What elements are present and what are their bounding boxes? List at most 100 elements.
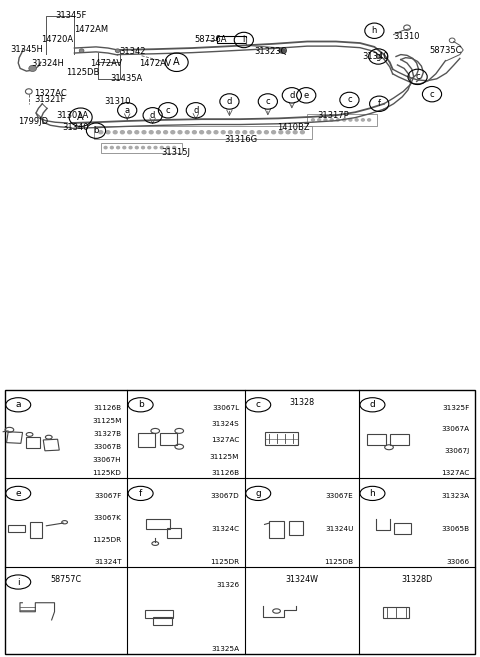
Text: 31125M: 31125M (92, 418, 121, 424)
Bar (264, 432, 298, 445)
Bar (26, 437, 40, 448)
Text: 33065B: 33065B (441, 526, 469, 532)
Text: 31316G: 31316G (225, 135, 258, 144)
Circle shape (120, 131, 124, 134)
Circle shape (104, 147, 107, 148)
Text: 33067E: 33067E (325, 493, 353, 499)
Circle shape (257, 131, 261, 134)
Text: 1327AC: 1327AC (211, 438, 239, 443)
Text: 33066: 33066 (446, 558, 469, 564)
Text: d: d (289, 91, 295, 100)
Circle shape (113, 131, 117, 134)
Text: a: a (15, 400, 21, 409)
Circle shape (171, 131, 175, 134)
Text: e: e (15, 489, 21, 498)
Text: 31435A: 31435A (110, 74, 143, 83)
Text: 1125DB: 1125DB (324, 558, 353, 564)
Bar (7, 432, 23, 443)
Bar (101, 143, 182, 152)
Circle shape (300, 131, 304, 134)
Text: 33067H: 33067H (93, 457, 121, 463)
Text: 31328D: 31328D (401, 575, 433, 584)
Circle shape (156, 131, 160, 134)
Circle shape (106, 131, 110, 134)
Text: i: i (243, 35, 245, 45)
Circle shape (330, 119, 333, 121)
Text: a: a (125, 106, 130, 115)
Circle shape (164, 131, 168, 134)
Text: 31324H: 31324H (31, 59, 64, 68)
Circle shape (110, 147, 113, 148)
Circle shape (135, 131, 139, 134)
Circle shape (135, 147, 138, 148)
Text: 1472AV: 1472AV (139, 59, 171, 68)
Text: b: b (138, 400, 144, 409)
Text: g: g (375, 52, 381, 61)
Bar (167, 528, 180, 538)
Circle shape (318, 119, 321, 121)
Circle shape (142, 147, 144, 148)
Bar (145, 519, 169, 528)
Text: d: d (193, 106, 199, 115)
Circle shape (160, 147, 163, 148)
Text: 1472AV: 1472AV (90, 59, 122, 68)
Text: 31328: 31328 (289, 397, 314, 407)
Text: 31327B: 31327B (93, 431, 121, 437)
Text: 31340: 31340 (62, 123, 89, 132)
Text: 1125KD: 1125KD (93, 470, 121, 476)
Circle shape (228, 131, 232, 134)
Text: 31310: 31310 (105, 97, 131, 106)
Circle shape (117, 147, 120, 148)
Text: 1410BZ: 1410BZ (277, 124, 310, 133)
Bar (394, 522, 410, 534)
Circle shape (221, 131, 225, 134)
Circle shape (192, 131, 196, 134)
Bar (217, 35, 246, 43)
Text: c: c (430, 89, 434, 99)
Text: 33067A: 33067A (441, 426, 469, 432)
Circle shape (99, 131, 103, 134)
Text: 33067L: 33067L (212, 405, 239, 411)
Text: 31345F: 31345F (55, 11, 86, 20)
Text: 31340: 31340 (362, 53, 389, 61)
Text: A: A (77, 112, 84, 122)
Text: 31324C: 31324C (211, 526, 239, 532)
Text: g: g (255, 489, 261, 498)
Circle shape (79, 49, 84, 53)
Text: 33067K: 33067K (94, 515, 121, 521)
Circle shape (368, 119, 371, 121)
Text: d: d (370, 400, 375, 409)
Text: 1125DB: 1125DB (66, 68, 100, 77)
Bar (30, 522, 42, 538)
Circle shape (272, 131, 276, 134)
Text: 58736A: 58736A (194, 35, 227, 45)
Text: 31324W: 31324W (286, 575, 318, 584)
Text: 31317P: 31317P (317, 111, 348, 120)
Circle shape (185, 131, 189, 134)
Text: c: c (166, 106, 170, 115)
Text: 31324S: 31324S (211, 421, 239, 427)
Circle shape (293, 131, 297, 134)
Circle shape (214, 131, 218, 134)
Text: 31321F: 31321F (35, 95, 66, 104)
Text: 14720A: 14720A (41, 35, 73, 44)
Text: 33067F: 33067F (94, 493, 121, 499)
Text: i: i (17, 578, 20, 587)
Text: d: d (227, 97, 232, 106)
Circle shape (123, 147, 126, 148)
Circle shape (200, 131, 204, 134)
Text: c: c (265, 97, 270, 106)
Circle shape (361, 119, 364, 121)
Bar (383, 607, 409, 618)
Text: 31325A: 31325A (211, 646, 239, 652)
Circle shape (142, 131, 146, 134)
Text: 33067B: 33067B (93, 443, 121, 450)
Circle shape (154, 147, 157, 148)
Text: 31323Q: 31323Q (254, 47, 288, 56)
Text: 1327AC: 1327AC (441, 470, 469, 476)
Circle shape (115, 49, 120, 53)
Text: 31326: 31326 (216, 581, 239, 588)
Text: h: h (372, 26, 377, 35)
Text: c: c (415, 72, 420, 81)
Bar (288, 521, 303, 535)
